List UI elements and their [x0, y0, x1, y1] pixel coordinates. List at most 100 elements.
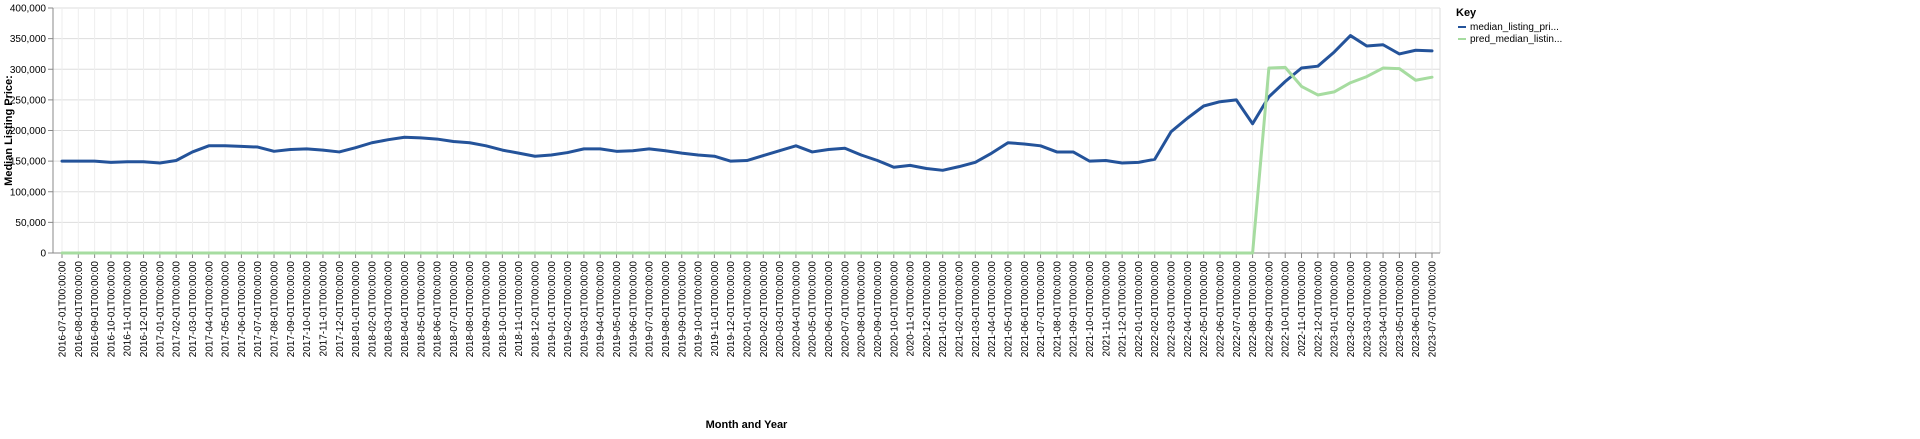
x-tick-label: 2021-09-01T00:00:00: [1069, 261, 1080, 358]
x-axis-title: Month and Year: [706, 419, 788, 431]
y-tick-label: 200,000: [10, 126, 47, 137]
x-tick-label: 2020-10-01T00:00:00: [889, 261, 900, 358]
y-tick-label: 300,000: [10, 65, 47, 76]
x-tick-label: 2017-02-01T00:00:00: [172, 261, 183, 358]
y-tick-label: 350,000: [10, 34, 47, 45]
series-line-median-listing-price: [60, 34, 1434, 172]
x-tick-label: 2017-04-01T00:00:00: [204, 261, 215, 358]
x-tick-label: 2020-02-01T00:00:00: [759, 261, 770, 358]
x-tick-label: 2017-10-01T00:00:00: [302, 261, 313, 358]
x-tick-label: 2017-07-01T00:00:00: [253, 261, 264, 358]
x-tick-label: 2022-07-01T00:00:00: [1232, 261, 1243, 358]
x-tick-label: 2020-05-01T00:00:00: [808, 261, 819, 358]
gridlines: [53, 7, 1441, 254]
x-tick-label: 2021-12-01T00:00:00: [1118, 261, 1129, 358]
x-tick-label: 2018-05-01T00:00:00: [416, 261, 427, 358]
x-tick-label: 2019-06-01T00:00:00: [628, 261, 639, 358]
x-tick-label: 2021-06-01T00:00:00: [1020, 261, 1031, 358]
series-lines: [60, 34, 1434, 255]
x-tick-label: 2017-08-01T00:00:00: [270, 261, 281, 358]
x-tick-label: 2018-07-01T00:00:00: [449, 261, 460, 358]
x-tick-label: 2019-12-01T00:00:00: [726, 261, 737, 358]
x-tick-label: 2016-09-01T00:00:00: [90, 261, 101, 358]
x-tick-label: 2018-10-01T00:00:00: [498, 261, 509, 358]
x-tick-label: 2020-04-01T00:00:00: [791, 261, 802, 358]
x-tick-label: 2022-02-01T00:00:00: [1150, 261, 1161, 358]
x-tick-label: 2021-11-01T00:00:00: [1101, 261, 1112, 357]
x-tick-label: 2020-01-01T00:00:00: [743, 261, 754, 358]
x-tick-label: 2023-06-01T00:00:00: [1411, 261, 1422, 358]
x-tick-label: 2021-03-01T00:00:00: [971, 261, 982, 358]
series-line-pred-median-listing-price: [60, 65, 1434, 255]
x-tick-label: 2021-05-01T00:00:00: [1003, 261, 1014, 358]
x-tick-label: 2021-08-01T00:00:00: [1052, 261, 1063, 358]
x-tick-label: 2019-10-01T00:00:00: [694, 261, 705, 358]
x-tick-label: 2022-06-01T00:00:00: [1215, 261, 1226, 358]
x-tick-label: 2022-04-01T00:00:00: [1183, 261, 1194, 358]
y-tick-label: 50,000: [15, 218, 46, 229]
x-tick-label: 2023-07-01T00:00:00: [1428, 261, 1439, 358]
y-tick-label: 150,000: [10, 157, 47, 168]
x-tick-label: 2023-02-01T00:00:00: [1346, 261, 1357, 358]
x-tick-label: 2020-11-01T00:00:00: [906, 261, 917, 357]
x-tick-label: 2019-07-01T00:00:00: [645, 261, 656, 358]
legend-label: pred_median_listin...: [1470, 34, 1562, 45]
x-tick-label: 2019-01-01T00:00:00: [547, 261, 558, 358]
x-tick-label: 2018-08-01T00:00:00: [465, 261, 476, 358]
x-tick-label: 2018-11-01T00:00:00: [514, 261, 525, 357]
x-tick-label: 2022-03-01T00:00:00: [1167, 261, 1178, 358]
x-tick-label: 2016-12-01T00:00:00: [139, 261, 150, 358]
legend-items: median_listing_pri...pred_median_listin.…: [1458, 22, 1562, 45]
x-tick-label: 2023-01-01T00:00:00: [1330, 261, 1341, 358]
x-tick-label: 2018-03-01T00:00:00: [384, 261, 395, 358]
x-tick-label: 2018-01-01T00:00:00: [351, 261, 362, 358]
x-tick-label: 2017-06-01T00:00:00: [237, 261, 248, 358]
x-tick-label: 2021-07-01T00:00:00: [1036, 261, 1047, 358]
x-tick-label: 2017-12-01T00:00:00: [335, 261, 346, 358]
x-tick-label: 2019-05-01T00:00:00: [612, 261, 623, 358]
x-tick-label: 2022-08-01T00:00:00: [1248, 261, 1259, 358]
axes: 0 50,000 100,000 150,000 200,000 250,000 300,0…: [10, 4, 1440, 358]
x-tick-label: 2017-09-01T00:00:00: [286, 261, 297, 358]
x-tick-label: 2022-09-01T00:00:00: [1264, 261, 1275, 358]
x-tick-label: 2017-11-01T00:00:00: [318, 261, 329, 357]
x-tick-label: 2018-09-01T00:00:00: [482, 261, 493, 358]
legend-title: Key: [1456, 7, 1477, 19]
x-tick-label: 2023-05-01T00:00:00: [1395, 261, 1406, 358]
x-tick-label: 2018-12-01T00:00:00: [530, 261, 541, 358]
y-tick-label: 100,000: [10, 187, 47, 198]
x-tick-label: 2020-07-01T00:00:00: [840, 261, 851, 358]
x-tick-label: 2023-04-01T00:00:00: [1379, 261, 1390, 358]
x-tick-label: 2019-09-01T00:00:00: [677, 261, 688, 358]
legend-label: median_listing_pri...: [1470, 22, 1559, 33]
x-tick-label: 2021-02-01T00:00:00: [955, 261, 966, 358]
x-tick-label: 2022-10-01T00:00:00: [1281, 261, 1292, 358]
x-tick-label: 2018-04-01T00:00:00: [400, 261, 411, 358]
x-tick-label: 2018-06-01T00:00:00: [433, 261, 444, 358]
x-tick-label: 2017-05-01T00:00:00: [221, 261, 232, 358]
x-tick-label: 2017-03-01T00:00:00: [188, 261, 199, 358]
x-tick-label: 2018-02-01T00:00:00: [367, 261, 378, 358]
x-tick-label: 2016-07-01T00:00:00: [58, 261, 69, 358]
x-tick-label: 2022-12-01T00:00:00: [1313, 261, 1324, 358]
x-tick-label: 2019-03-01T00:00:00: [579, 261, 590, 358]
x-tick-label: 2016-10-01T00:00:00: [106, 261, 117, 358]
y-tick-label: 400,000: [10, 4, 47, 15]
x-tick-label: 2020-06-01T00:00:00: [824, 261, 835, 358]
x-tick-label: 2016-08-01T00:00:00: [74, 261, 85, 358]
x-tick-label: 2022-01-01T00:00:00: [1134, 261, 1145, 358]
x-tick-label: 2020-08-01T00:00:00: [857, 261, 868, 358]
x-tick-label: 2021-10-01T00:00:00: [1085, 261, 1096, 358]
x-tick-label: 2019-04-01T00:00:00: [596, 261, 607, 358]
y-tick-label: 0: [40, 249, 46, 260]
x-tick-label: 2019-11-01T00:00:00: [710, 261, 721, 357]
x-tick-label: 2021-04-01T00:00:00: [987, 261, 998, 358]
y-tick-label: 250,000: [10, 95, 47, 106]
x-tick-label: 2022-05-01T00:00:00: [1199, 261, 1210, 358]
y-axis-title: Median Listing Price:: [3, 75, 15, 186]
x-tick-label: 2016-11-01T00:00:00: [123, 261, 134, 357]
x-tick-label: 2023-03-01T00:00:00: [1362, 261, 1373, 358]
x-tick-label: 2020-09-01T00:00:00: [873, 261, 884, 358]
